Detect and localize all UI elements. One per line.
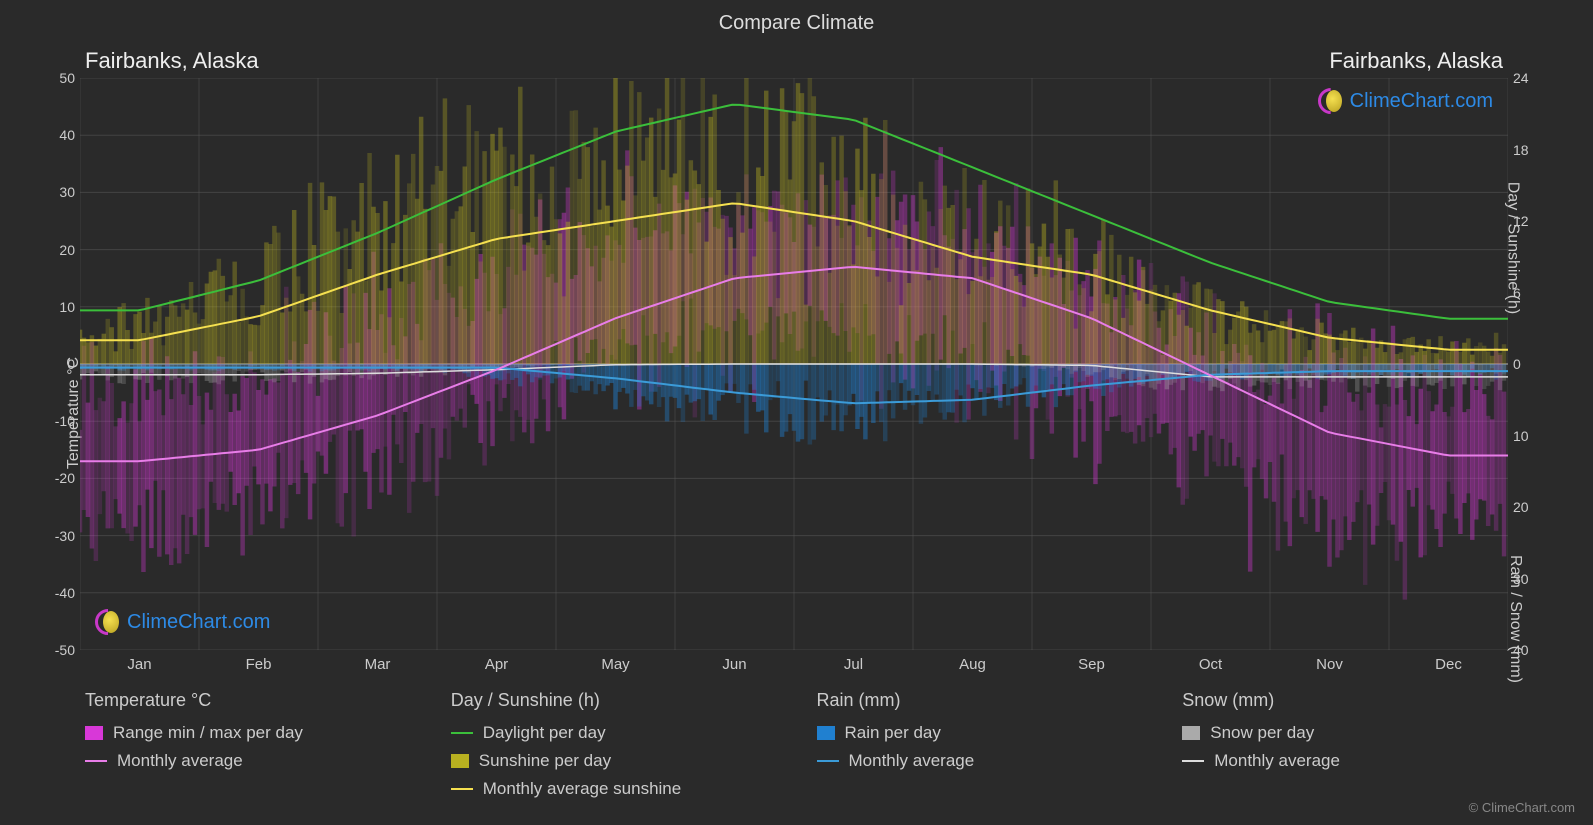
- ytick-left: 0: [67, 356, 75, 372]
- legend-swatch: [817, 726, 835, 740]
- copyright: © ClimeChart.com: [1469, 800, 1575, 815]
- legend-group: Snow (mm) Snow per day Monthly average: [1182, 690, 1508, 807]
- legend-swatch: [1182, 726, 1200, 740]
- ytick-left: -20: [55, 470, 75, 486]
- legend-label: Snow per day: [1210, 723, 1314, 743]
- plot-area: [80, 78, 1508, 650]
- ytick-left: -40: [55, 585, 75, 601]
- location-left: Fairbanks, Alaska: [85, 48, 259, 74]
- legend-swatch: [1182, 760, 1204, 762]
- logo-icon: [95, 609, 121, 635]
- logo-icon: [1318, 88, 1344, 114]
- legend-label: Daylight per day: [483, 723, 606, 743]
- ytick-left: 50: [59, 70, 75, 86]
- ytick-right: 10: [1513, 428, 1529, 444]
- xtick: Nov: [1316, 656, 1343, 673]
- legend-header: Snow (mm): [1182, 690, 1508, 711]
- legend-item: Range min / max per day: [85, 723, 411, 743]
- legend-swatch: [451, 732, 473, 734]
- ytick-right: 30: [1513, 571, 1529, 587]
- legend-label: Monthly average: [1214, 751, 1340, 771]
- legend-swatch: [817, 760, 839, 762]
- legend-label: Range min / max per day: [113, 723, 303, 743]
- ytick-left: 30: [59, 184, 75, 200]
- logo-text: ClimeChart.com: [1350, 90, 1493, 113]
- legend-group: Temperature °C Range min / max per day Mon…: [85, 690, 411, 807]
- legend-group: Day / Sunshine (h) Daylight per day Sunshi…: [451, 690, 777, 807]
- legend-item: Daylight per day: [451, 723, 777, 743]
- ytick-right: 40: [1513, 642, 1529, 658]
- legend-header: Day / Sunshine (h): [451, 690, 777, 711]
- xtick: Jan: [127, 656, 151, 673]
- legend-item: Monthly average: [817, 751, 1143, 771]
- ytick-right: 18: [1513, 142, 1529, 158]
- legend-label: Monthly average: [849, 751, 975, 771]
- ytick-left: -10: [55, 413, 75, 429]
- legend-header: Temperature °C: [85, 690, 411, 711]
- legend-swatch: [451, 788, 473, 790]
- xtick: Aug: [959, 656, 986, 673]
- xtick: Dec: [1435, 656, 1462, 673]
- legend-item: Rain per day: [817, 723, 1143, 743]
- logo-watermark-top: ClimeChart.com: [1318, 88, 1493, 114]
- legend-header: Rain (mm): [817, 690, 1143, 711]
- xtick: Jul: [844, 656, 863, 673]
- ytick-right: 20: [1513, 499, 1529, 515]
- ytick-right: 6: [1513, 285, 1521, 301]
- location-right: Fairbanks, Alaska: [1329, 48, 1503, 74]
- xtick: Oct: [1199, 656, 1222, 673]
- legend-item: Monthly average sunshine: [451, 779, 777, 799]
- legend-item: Sunshine per day: [451, 751, 777, 771]
- logo-text: ClimeChart.com: [127, 611, 270, 634]
- ytick-right: 12: [1513, 213, 1529, 229]
- legend-item: Monthly average: [85, 751, 411, 771]
- legend-item: Snow per day: [1182, 723, 1508, 743]
- legend: Temperature °C Range min / max per day Mon…: [85, 690, 1508, 807]
- legend-label: Sunshine per day: [479, 751, 611, 771]
- xtick: Sep: [1078, 656, 1105, 673]
- legend-label: Monthly average sunshine: [483, 779, 681, 799]
- ytick-left: -30: [55, 528, 75, 544]
- legend-item: Monthly average: [1182, 751, 1508, 771]
- ytick-left: 40: [59, 127, 75, 143]
- logo-watermark-bottom: ClimeChart.com: [95, 609, 270, 635]
- legend-group: Rain (mm) Rain per day Monthly average: [817, 690, 1143, 807]
- legend-label: Monthly average: [117, 751, 243, 771]
- xtick: Mar: [365, 656, 391, 673]
- legend-swatch: [85, 726, 103, 740]
- ytick-left: 10: [59, 299, 75, 315]
- climate-chart: Compare Climate Fairbanks, Alaska Fairba…: [0, 0, 1593, 825]
- legend-label: Rain per day: [845, 723, 941, 743]
- ytick-right: 0: [1513, 356, 1521, 372]
- legend-swatch: [85, 760, 107, 762]
- xtick: May: [601, 656, 629, 673]
- ytick-left: -50: [55, 642, 75, 658]
- xtick: Apr: [485, 656, 508, 673]
- xtick: Feb: [246, 656, 272, 673]
- xtick: Jun: [722, 656, 746, 673]
- chart-title: Compare Climate: [719, 12, 875, 35]
- ytick-left: 20: [59, 242, 75, 258]
- ytick-right: 24: [1513, 70, 1529, 86]
- legend-swatch: [451, 754, 469, 768]
